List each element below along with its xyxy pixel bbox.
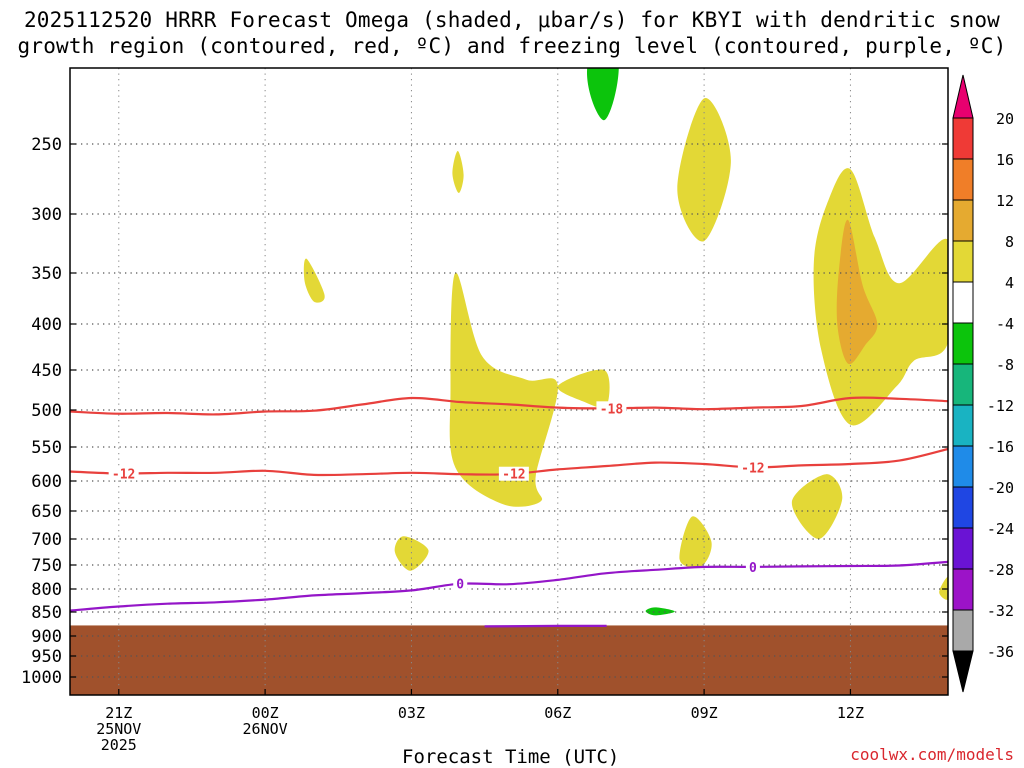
y-tick-label-800: 800: [31, 580, 62, 600]
y-tick-label-700: 700: [31, 530, 62, 550]
y-tick-label-400: 400: [31, 315, 62, 335]
colorbar-bin-6: [952, 322, 974, 365]
colorbar-top-arrow: [952, 74, 974, 119]
x-tick-label-10-0: 06Z: [544, 704, 571, 722]
x-axis-label: Forecast Time (UTC): [402, 746, 620, 768]
omega-region-pos4-10: [939, 576, 948, 600]
colorbar-bin-2: [952, 158, 974, 201]
contour-dgz-minus-18: [70, 396, 948, 416]
x-tick-label-7-0: 03Z: [398, 704, 425, 722]
y-tick-label-450: 450: [31, 361, 62, 381]
colorbar-label-4: 4: [1005, 274, 1014, 292]
contour-freezing-level-near-ground: [484, 624, 607, 628]
colorbar-label-2: 12: [996, 192, 1014, 210]
contour-label-dgz-minus-12-1: -12: [502, 468, 525, 483]
colorbar-label-8: -16: [987, 438, 1014, 456]
colorbar: 20 16 12 8 4 -4 -8 -12 -16 -20 -24 -28 -32 -36: [952, 74, 1014, 693]
y-tick-label-500: 500: [31, 401, 62, 421]
colorbar-bin-1: [952, 117, 974, 160]
colorbar-label-9: -20: [987, 479, 1014, 497]
colorbar-label-10: -24: [987, 520, 1014, 538]
colorbar-label-7: -12: [987, 397, 1014, 415]
plot-frame: [69, 67, 949, 696]
colorbar-bin-11: [952, 527, 974, 570]
omega-region-pos8-9: [836, 219, 878, 365]
y-tick-label-900: 900: [31, 627, 62, 647]
y-tick-label-850: 850: [31, 603, 62, 623]
contour-label-freezing-level-1: 0: [749, 561, 757, 576]
colorbar-bottom-arrow: [952, 650, 974, 693]
colorbar-label-6: -8: [996, 356, 1014, 374]
chart-title-line-2: growth region (contoured, red, ºC) and f…: [17, 34, 1007, 58]
omega-region-pos4-3: [557, 369, 610, 409]
x-tick-label-13-0: 09Z: [691, 704, 718, 722]
colorbar-label-12: -32: [987, 602, 1014, 620]
y-tick-label-650: 650: [31, 502, 62, 522]
colorbar-bin-10: [952, 486, 974, 529]
omega-region-pos4-4: [394, 536, 429, 571]
omega-region-pos4-5: [679, 516, 712, 568]
x-tick-label-16-0: 12Z: [837, 704, 864, 722]
y-tick-label-550: 550: [31, 438, 62, 458]
contour-label-dgz-minus-12-2: -12: [741, 461, 764, 476]
colorbar-bin-13: [952, 609, 974, 652]
plot-area: -18 -12 -12 -12 0 0: [70, 68, 948, 695]
omega-region-pos4-0: [303, 258, 325, 303]
y-tick-label-350: 350: [31, 264, 62, 284]
colorbar-label-1: 16: [996, 151, 1014, 169]
omega-region-pos4-2: [449, 272, 558, 507]
omega-region-neg4-11: [586, 68, 619, 121]
x-tick-label-4-1: 26NOV: [243, 720, 288, 738]
source-credit[interactable]: coolwx.com/models: [850, 745, 1014, 764]
x-tick-label-1-1: 25NOV: [96, 720, 141, 738]
x-tick-label-4-0: 00Z: [252, 704, 279, 722]
x-tick-label-1-0: 21Z: [105, 704, 132, 722]
colorbar-bin-12: [952, 568, 974, 611]
y-tick-label-250: 250: [31, 135, 62, 155]
omega-region-neg4-12: [645, 607, 675, 616]
colorbar-label-13: -36: [987, 643, 1014, 661]
chart-title-line-1: 2025112520 HRRR Forecast Omega (shaded, …: [23, 8, 1001, 32]
colorbar-label-3: 8: [1005, 233, 1014, 251]
contour-freezing-level: [70, 560, 948, 612]
omega-region-pos4-7: [791, 474, 843, 540]
contour-label-dgz-minus-12-0: -12: [112, 467, 135, 482]
colorbar-bin-3: [952, 199, 974, 242]
colorbar-label-0: 20: [996, 110, 1014, 128]
colorbar-label-5: -4: [996, 315, 1014, 333]
omega-region-pos4-1: [452, 150, 464, 194]
y-tick-label-300: 300: [31, 205, 62, 225]
colorbar-bin-7: [952, 363, 974, 406]
colorbar-bin-9: [952, 445, 974, 488]
x-tick-label-1-2: 2025: [101, 736, 137, 754]
y-tick-label-750: 750: [31, 556, 62, 576]
y-tick-label-1000: 1000: [21, 668, 62, 688]
terrain-fill: [70, 625, 948, 695]
colorbar-bin-4: [952, 240, 974, 283]
colorbar-label-11: -28: [987, 561, 1014, 579]
colorbar-bin-8: [952, 404, 974, 447]
y-tick-label-950: 950: [31, 647, 62, 667]
colorbar-bin-5: [952, 281, 974, 324]
contour-label-freezing-level-0: 0: [456, 578, 464, 593]
omega-region-pos4-6: [677, 98, 731, 242]
y-tick-label-600: 600: [31, 472, 62, 492]
contour-label-dgz-minus-18-0: -18: [600, 402, 624, 417]
